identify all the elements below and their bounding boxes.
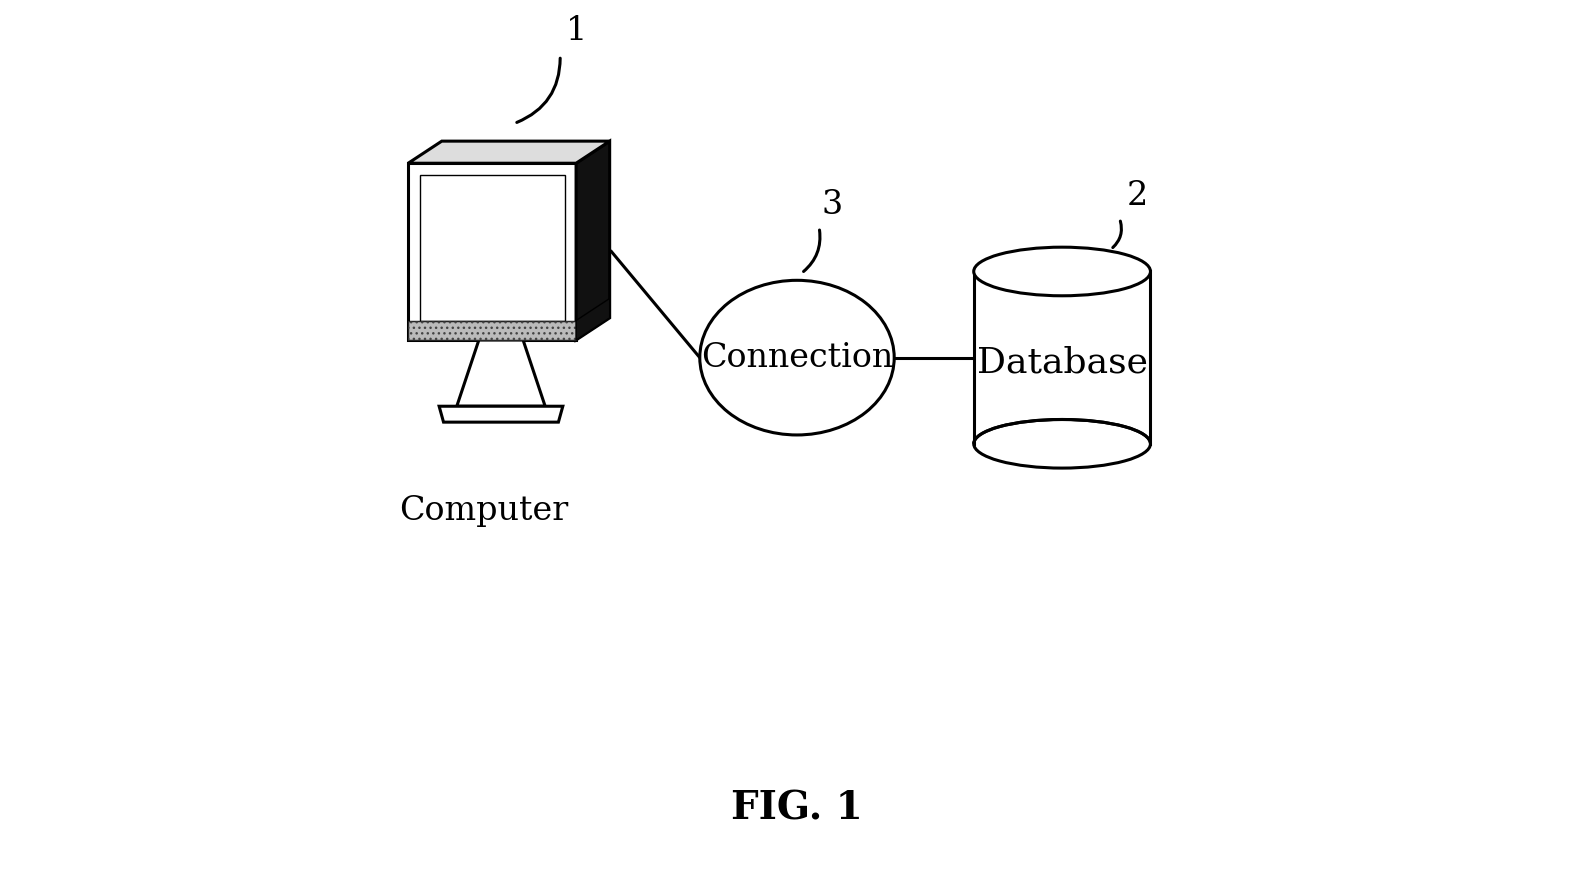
Text: Database: Database [977, 345, 1148, 379]
Text: 3: 3 [823, 189, 843, 221]
Polygon shape [575, 141, 609, 340]
Text: Connection: Connection [701, 342, 893, 374]
Polygon shape [408, 320, 575, 340]
Text: 1: 1 [566, 14, 587, 46]
Polygon shape [419, 175, 564, 320]
Ellipse shape [974, 419, 1151, 468]
Polygon shape [575, 299, 609, 340]
Polygon shape [438, 406, 563, 422]
Polygon shape [408, 163, 575, 340]
Ellipse shape [974, 247, 1151, 296]
Polygon shape [408, 141, 609, 163]
Text: Computer: Computer [398, 494, 567, 526]
Text: 2: 2 [1127, 180, 1148, 212]
Polygon shape [974, 271, 1151, 444]
Text: FIG. 1: FIG. 1 [732, 789, 862, 827]
Ellipse shape [700, 280, 894, 435]
Polygon shape [457, 340, 545, 406]
